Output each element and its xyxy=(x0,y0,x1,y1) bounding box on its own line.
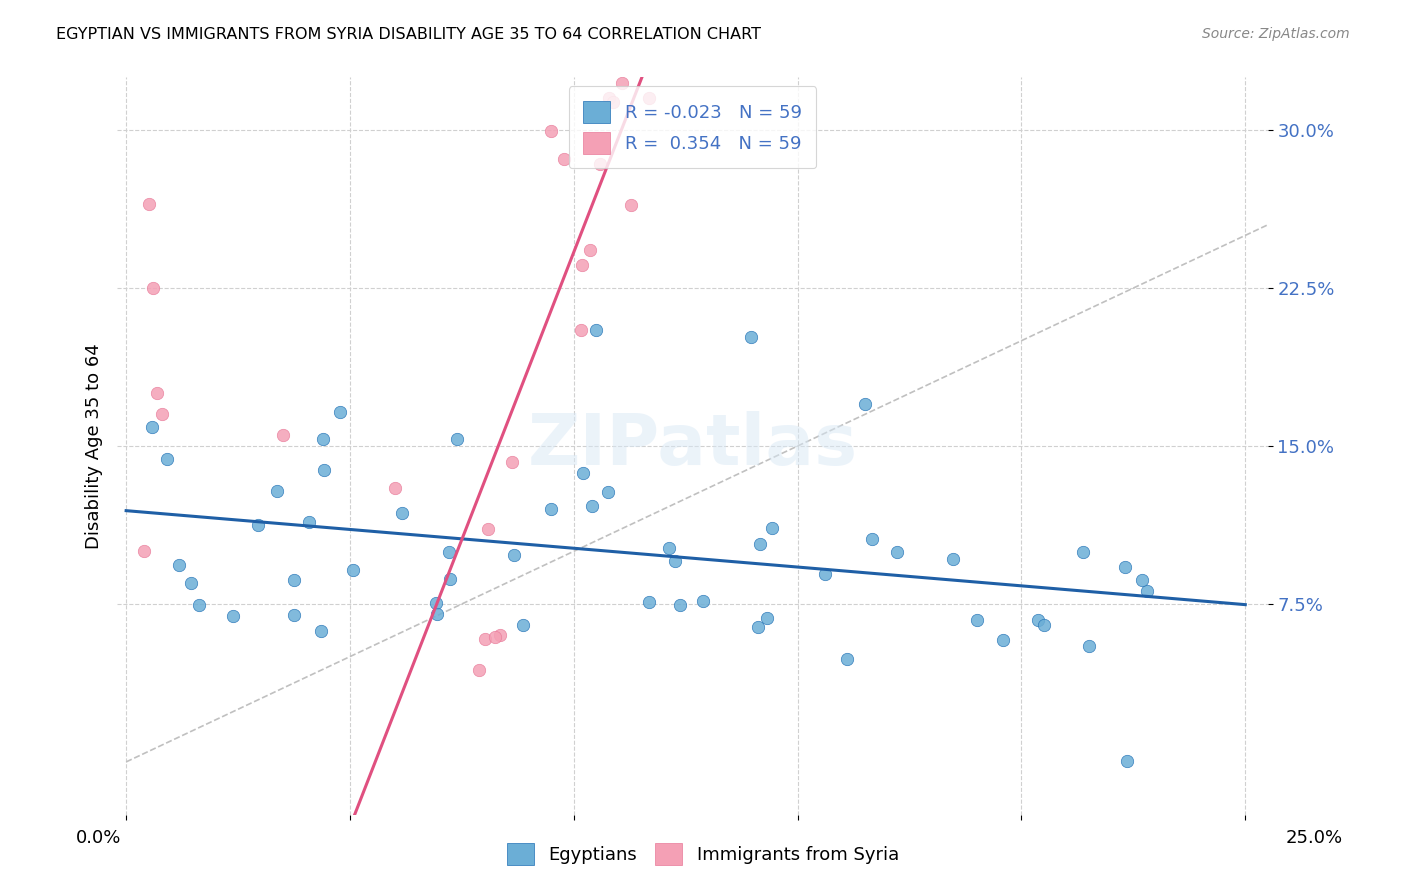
Point xyxy=(142,281,165,295)
Point xyxy=(749,537,772,551)
Point xyxy=(146,386,169,401)
Point xyxy=(638,91,661,105)
Point xyxy=(439,545,461,559)
Point xyxy=(474,632,496,647)
Point xyxy=(598,485,620,500)
Point xyxy=(814,567,837,582)
Point xyxy=(612,76,634,90)
Point xyxy=(1077,639,1099,653)
Point xyxy=(247,518,270,533)
Point xyxy=(501,455,523,469)
Point xyxy=(540,124,562,138)
Point xyxy=(572,466,595,480)
Point xyxy=(266,483,288,498)
Point xyxy=(1136,584,1159,599)
Point xyxy=(589,157,612,171)
Text: 0.0%: 0.0% xyxy=(76,829,121,847)
Point xyxy=(747,619,769,633)
Point xyxy=(860,533,883,547)
Point xyxy=(314,463,336,477)
Point xyxy=(756,611,779,625)
Text: EGYPTIAN VS IMMIGRANTS FROM SYRIA DISABILITY AGE 35 TO 64 CORRELATION CHART: EGYPTIAN VS IMMIGRANTS FROM SYRIA DISABI… xyxy=(56,27,761,42)
Point xyxy=(569,324,592,338)
Point xyxy=(1130,573,1153,587)
Point xyxy=(1114,559,1136,574)
Point xyxy=(581,500,603,514)
Point xyxy=(391,506,413,520)
Point xyxy=(439,572,461,586)
Point xyxy=(132,544,155,558)
Point xyxy=(991,633,1014,648)
Point xyxy=(540,502,562,516)
Point xyxy=(1071,545,1094,559)
Point xyxy=(571,258,593,272)
Point xyxy=(638,595,661,609)
Legend: R = -0.023   N = 59, R =  0.354   N = 59: R = -0.023 N = 59, R = 0.354 N = 59 xyxy=(568,87,815,169)
Point xyxy=(141,420,163,434)
Point xyxy=(180,575,202,590)
Text: ZIPatlas: ZIPatlas xyxy=(527,411,858,481)
Point xyxy=(602,95,624,109)
Point xyxy=(342,563,364,577)
Point xyxy=(169,558,191,573)
Point xyxy=(585,323,607,337)
Point xyxy=(222,609,245,624)
Point xyxy=(329,405,352,419)
Point xyxy=(664,554,686,568)
Point xyxy=(425,596,447,610)
Point xyxy=(378,847,401,862)
Point xyxy=(669,599,692,613)
Point xyxy=(853,397,876,411)
Point xyxy=(837,652,859,666)
Point xyxy=(446,433,468,447)
Point xyxy=(298,515,321,529)
Point xyxy=(156,451,179,466)
Text: 25.0%: 25.0% xyxy=(1286,829,1343,847)
Point xyxy=(886,544,908,558)
Y-axis label: Disability Age 35 to 64: Disability Age 35 to 64 xyxy=(86,343,103,549)
Point xyxy=(484,630,506,644)
Point xyxy=(395,843,418,857)
Point xyxy=(271,428,294,442)
Point xyxy=(553,152,575,166)
Point xyxy=(477,522,499,536)
Point xyxy=(283,607,305,622)
Point xyxy=(579,243,602,257)
Point xyxy=(384,481,406,495)
Point xyxy=(468,663,491,677)
Point xyxy=(1026,613,1049,627)
Point xyxy=(426,607,449,621)
Point xyxy=(138,196,160,211)
Point xyxy=(942,551,965,566)
Point xyxy=(598,91,620,105)
Point xyxy=(692,594,714,608)
Point xyxy=(309,624,332,638)
Point xyxy=(512,618,534,632)
Point xyxy=(761,520,783,534)
Point xyxy=(503,548,526,562)
Point xyxy=(187,598,209,612)
Point xyxy=(489,628,512,642)
Point xyxy=(620,198,643,212)
Point xyxy=(658,541,681,556)
Point xyxy=(740,330,762,344)
Point xyxy=(283,573,305,587)
Point xyxy=(966,613,988,627)
Text: Source: ZipAtlas.com: Source: ZipAtlas.com xyxy=(1202,27,1350,41)
Point xyxy=(1115,754,1137,768)
Point xyxy=(150,408,173,422)
Point xyxy=(1032,618,1054,632)
Legend: Egyptians, Immigrants from Syria: Egyptians, Immigrants from Syria xyxy=(498,834,908,874)
Point xyxy=(312,432,335,446)
